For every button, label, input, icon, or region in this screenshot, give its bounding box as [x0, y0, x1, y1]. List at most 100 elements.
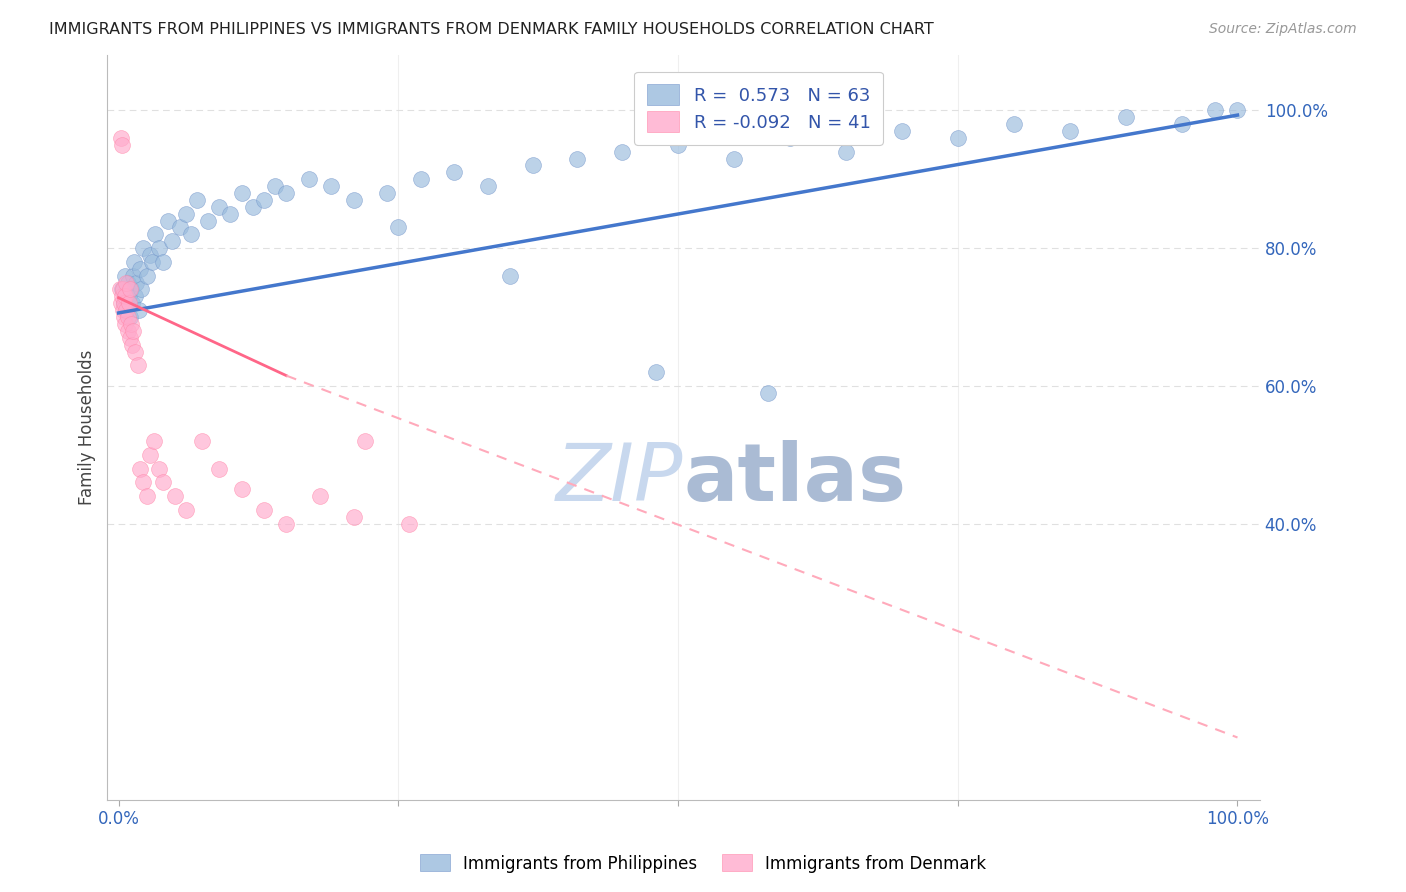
Point	[342, 193, 364, 207]
Point	[135, 489, 157, 503]
Point	[163, 489, 186, 503]
Point	[477, 179, 499, 194]
Point	[117, 324, 139, 338]
Point	[132, 241, 155, 255]
Point	[522, 158, 544, 172]
Point	[127, 359, 149, 373]
Point	[409, 172, 432, 186]
Point	[118, 331, 141, 345]
Point	[890, 124, 912, 138]
Point	[174, 207, 197, 221]
Text: ZIP: ZIP	[557, 441, 683, 518]
Point	[375, 186, 398, 200]
Point	[835, 145, 858, 159]
Point	[110, 296, 132, 310]
Y-axis label: Family Households: Family Households	[79, 350, 96, 505]
Text: atlas: atlas	[683, 441, 907, 518]
Text: IMMIGRANTS FROM PHILIPPINES VS IMMIGRANTS FROM DENMARK FAMILY HOUSEHOLDS CORRELA: IMMIGRANTS FROM PHILIPPINES VS IMMIGRANT…	[49, 22, 934, 37]
Point	[723, 152, 745, 166]
Point	[779, 131, 801, 145]
Point	[114, 317, 136, 331]
Point	[231, 186, 253, 200]
Point	[111, 283, 134, 297]
Point	[139, 448, 162, 462]
Point	[114, 289, 136, 303]
Point	[1002, 117, 1025, 131]
Point	[242, 200, 264, 214]
Point	[112, 296, 135, 310]
Point	[118, 310, 141, 324]
Point	[443, 165, 465, 179]
Point	[128, 303, 150, 318]
Point	[120, 283, 142, 297]
Point	[132, 475, 155, 490]
Point	[321, 179, 343, 194]
Point	[145, 227, 167, 242]
Point	[135, 268, 157, 283]
Point	[111, 289, 134, 303]
Point	[128, 461, 150, 475]
Point	[121, 296, 143, 310]
Point	[174, 503, 197, 517]
Point	[115, 276, 138, 290]
Point	[124, 289, 146, 303]
Point	[148, 241, 170, 255]
Point	[398, 516, 420, 531]
Point	[115, 303, 138, 318]
Point	[148, 461, 170, 475]
Point	[128, 261, 150, 276]
Point	[111, 137, 134, 152]
Point	[156, 213, 179, 227]
Point	[114, 268, 136, 283]
Point	[610, 145, 633, 159]
Point	[276, 186, 298, 200]
Point	[1115, 110, 1137, 124]
Point	[122, 268, 145, 283]
Point	[666, 137, 689, 152]
Point	[264, 179, 287, 194]
Point	[108, 283, 131, 297]
Point	[231, 483, 253, 497]
Point	[253, 193, 276, 207]
Point	[125, 276, 148, 290]
Point	[152, 475, 174, 490]
Point	[219, 207, 242, 221]
Legend: Immigrants from Philippines, Immigrants from Denmark: Immigrants from Philippines, Immigrants …	[413, 847, 993, 880]
Point	[253, 503, 276, 517]
Point	[139, 248, 162, 262]
Point	[117, 296, 139, 310]
Point	[644, 365, 666, 379]
Point	[197, 213, 219, 227]
Point	[117, 289, 139, 303]
Point	[143, 434, 166, 449]
Point	[118, 283, 141, 297]
Point	[208, 461, 231, 475]
Point	[162, 234, 184, 248]
Point	[141, 255, 163, 269]
Point	[191, 434, 214, 449]
Point	[499, 268, 522, 283]
Point	[152, 255, 174, 269]
Point	[567, 152, 589, 166]
Point	[124, 344, 146, 359]
Point	[120, 317, 142, 331]
Point	[1170, 117, 1192, 131]
Point	[117, 310, 139, 324]
Point	[276, 516, 298, 531]
Legend: R =  0.573   N = 63, R = -0.092   N = 41: R = 0.573 N = 63, R = -0.092 N = 41	[634, 71, 883, 145]
Point	[1204, 103, 1226, 118]
Point	[112, 283, 135, 297]
Point	[309, 489, 332, 503]
Point	[117, 276, 139, 290]
Point	[180, 227, 202, 242]
Point	[115, 303, 138, 318]
Point	[1226, 103, 1249, 118]
Point	[387, 220, 409, 235]
Point	[110, 131, 132, 145]
Point	[122, 255, 145, 269]
Point	[1059, 124, 1081, 138]
Point	[122, 324, 145, 338]
Point	[298, 172, 321, 186]
Point	[121, 337, 143, 351]
Point	[112, 310, 135, 324]
